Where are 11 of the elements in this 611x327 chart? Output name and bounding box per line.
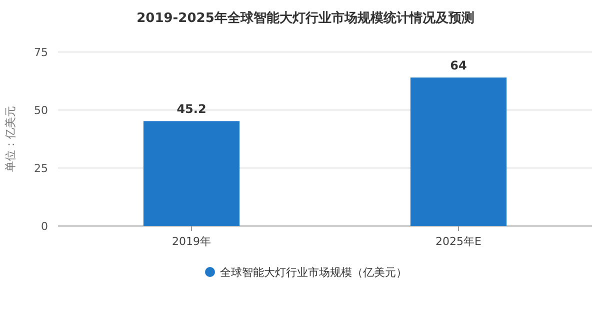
data-label: 64: [450, 58, 467, 73]
x-tick-label: 2025年E: [436, 235, 482, 248]
y-tick-label: 25: [34, 162, 48, 175]
x-tick-label: 2019年: [172, 235, 211, 248]
data-label: 45.2: [176, 102, 206, 116]
y-axis-title: 单位：亿美元: [4, 106, 17, 172]
y-tick-label: 75: [34, 46, 48, 59]
y-tick-label: 50: [34, 104, 48, 117]
legend-label: 全球智能大灯行业市场规模（亿美元）: [220, 266, 407, 279]
y-tick-label: 0: [41, 220, 48, 233]
chart-title: 2019-2025年全球智能大灯行业市场规模统计情况及预测: [136, 10, 474, 26]
